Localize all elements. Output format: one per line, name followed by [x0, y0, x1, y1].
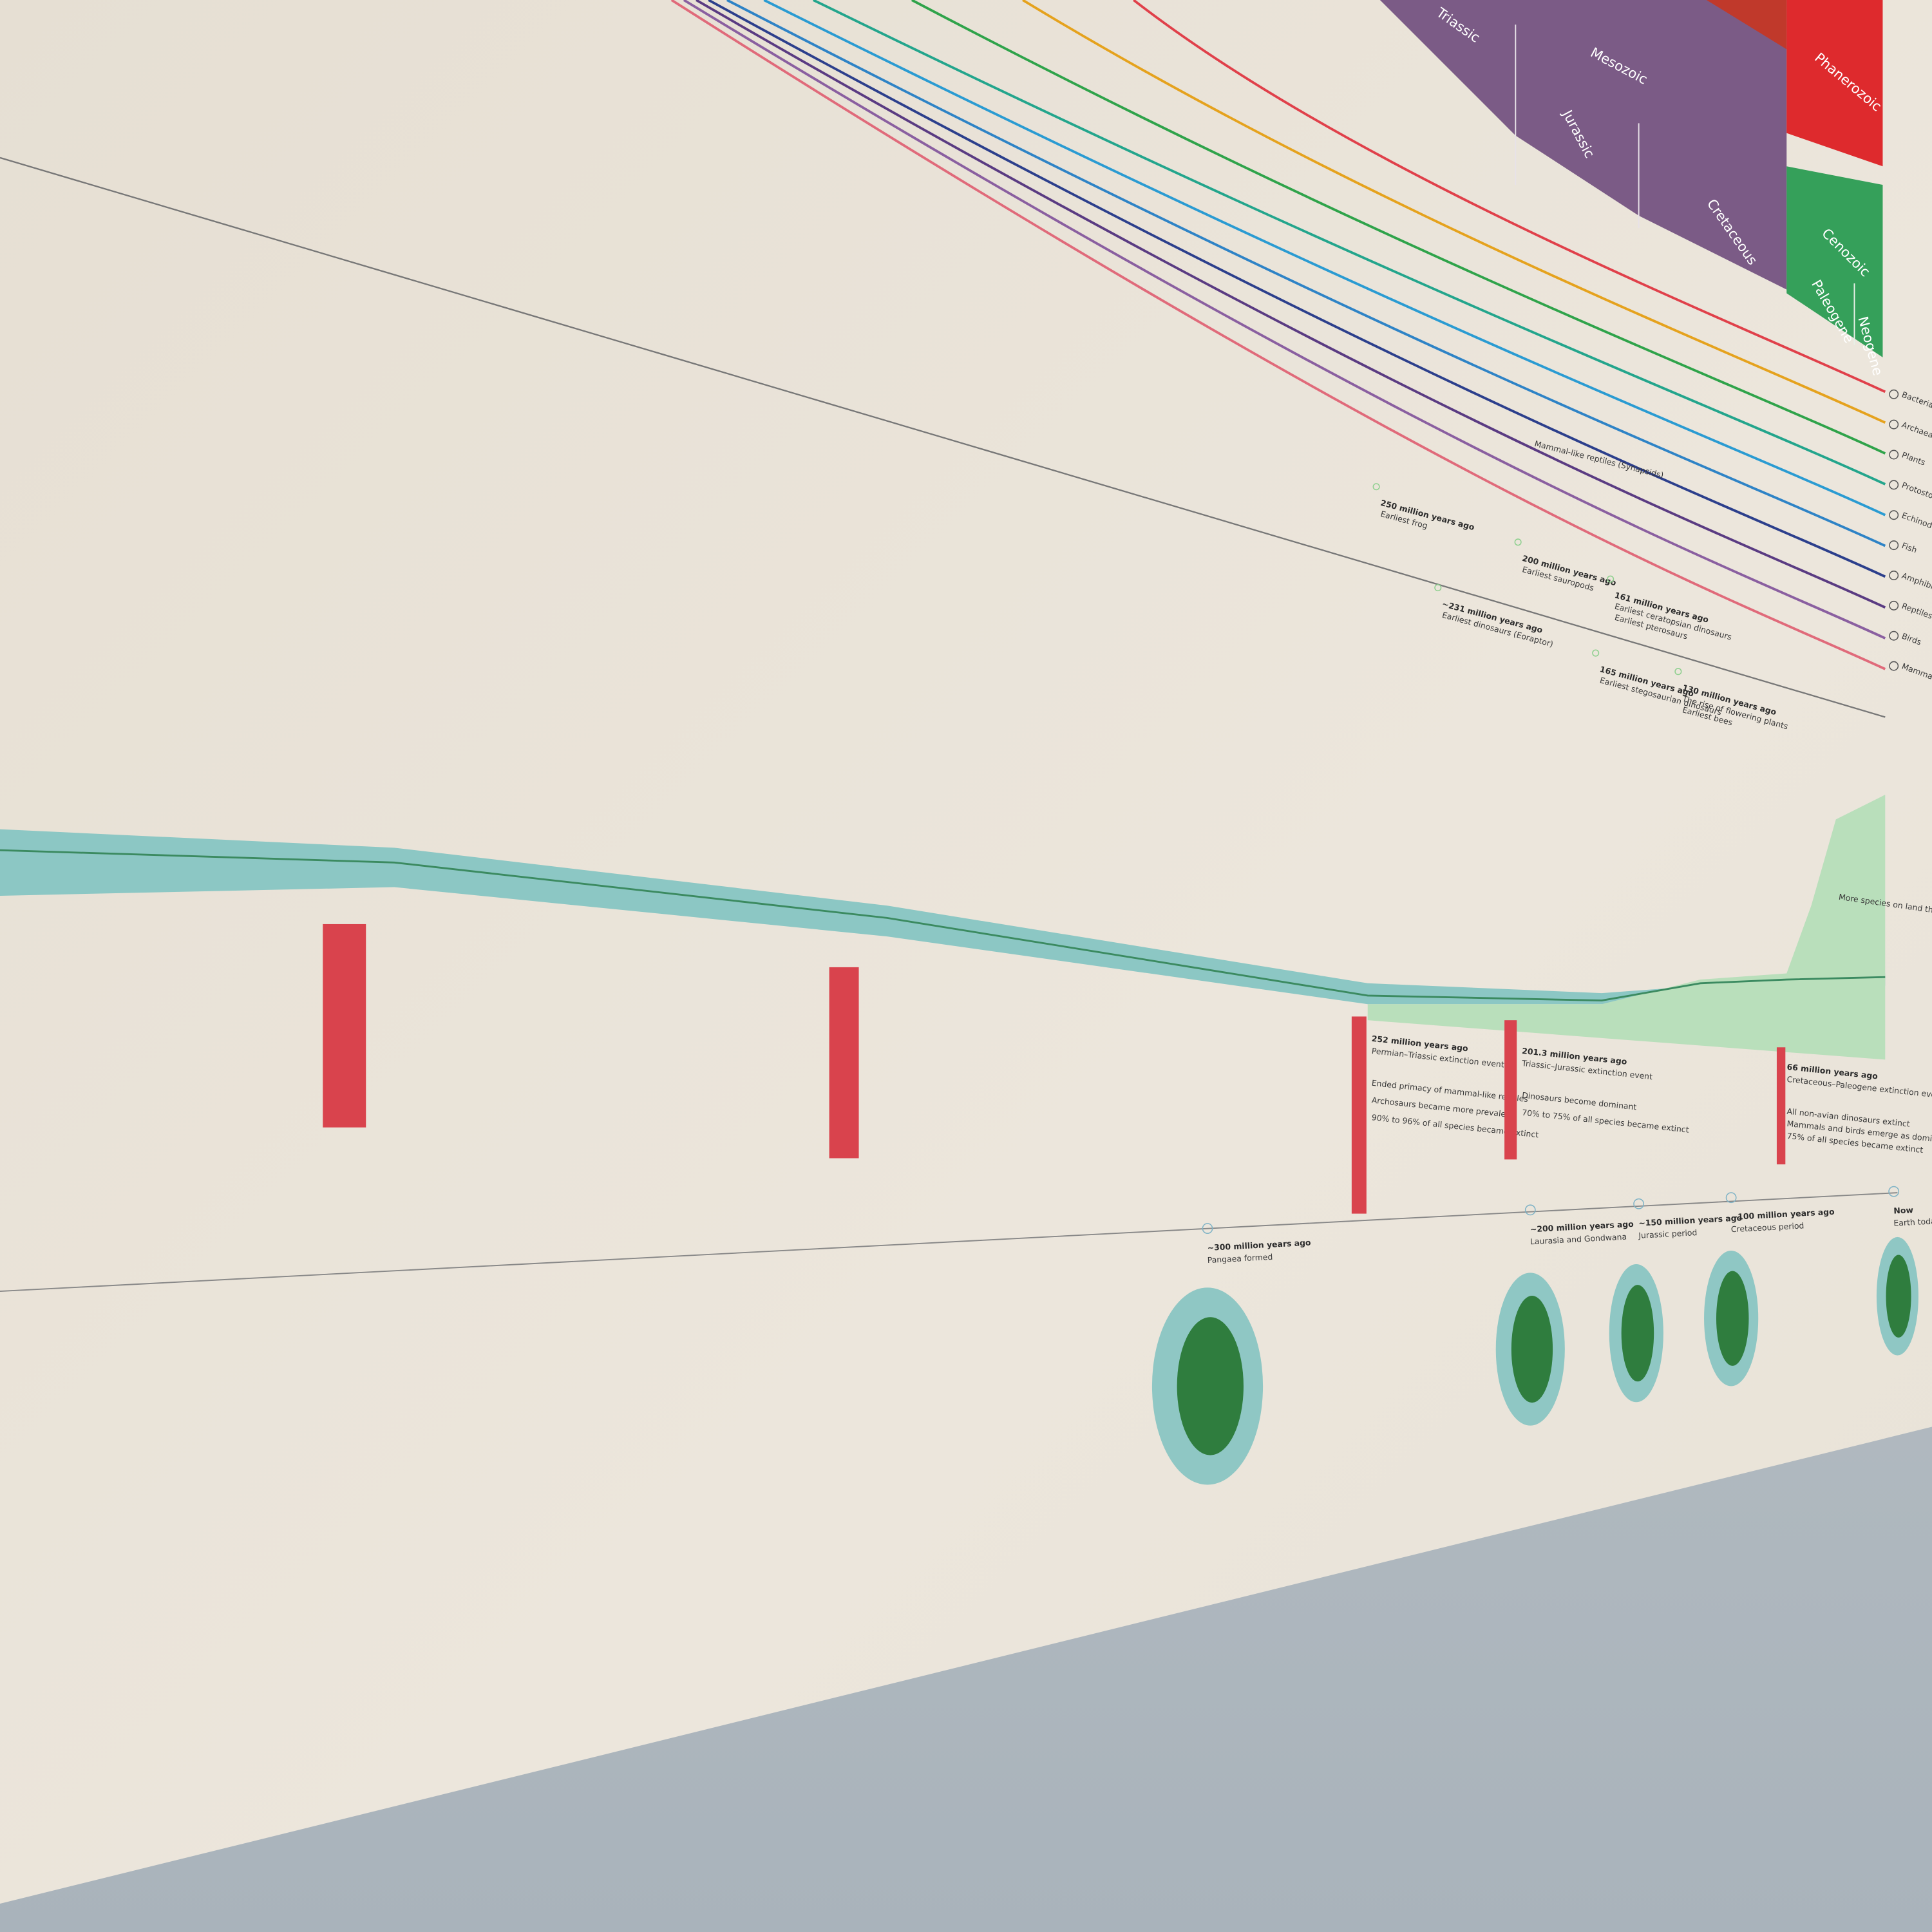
legend-label: Fish: [1900, 540, 1918, 554]
event-dot: [1607, 575, 1615, 583]
divider-line: [0, 156, 1886, 718]
sea-species-area: [0, 829, 1886, 1005]
divider-line: [0, 1192, 1898, 1293]
lineage-curve: [708, 0, 1886, 578]
event-dot: [1434, 584, 1442, 592]
legend-icon: [1889, 661, 1899, 671]
legend-icon: [1889, 389, 1899, 399]
legend-icon: [1889, 419, 1899, 430]
continent-label: Cretaceous period: [1731, 1220, 1804, 1234]
legend-icon: [1889, 630, 1899, 641]
event-dot: [1372, 483, 1380, 491]
extinction-bar: [323, 923, 366, 1128]
continent-label: Earth today: [1893, 1216, 1932, 1228]
continent-label: Pangaea formed: [1207, 1252, 1273, 1265]
lineage-curve: [911, 0, 1886, 455]
mesozoic-band: [1379, 0, 1787, 290]
globe-land: [1886, 1255, 1911, 1338]
legend-icon: [1889, 450, 1899, 460]
globe-land: [1177, 1317, 1244, 1455]
event-dot: [1592, 649, 1600, 657]
legend-icon: [1889, 540, 1899, 551]
lineage-curve: [726, 0, 1886, 547]
extinction-bar: [1351, 1016, 1367, 1214]
legend-icon: [1889, 600, 1899, 611]
globe-land: [1621, 1285, 1654, 1382]
lineage-curve: [812, 0, 1886, 486]
continent-label: Jurassic period: [1638, 1227, 1698, 1240]
lineage-curve: [1022, 0, 1886, 424]
extinction-bar: [829, 967, 859, 1159]
continent-marker: [1888, 1186, 1900, 1197]
lineage-curve: [1133, 0, 1886, 393]
legend-icon: [1889, 571, 1899, 580]
cenozoic-band: [1786, 166, 1883, 357]
continent-marker: [1524, 1204, 1536, 1216]
era-accent: [1706, 0, 1787, 50]
globe-land: [1716, 1271, 1749, 1366]
globe-land: [1511, 1295, 1553, 1403]
biodiversity-line: [0, 849, 1886, 1002]
legend-icon: [1889, 510, 1899, 520]
lineage-curve: [696, 0, 1886, 609]
event-dot: [1674, 668, 1682, 676]
lineage-curve: [763, 0, 1886, 516]
continent-marker: [1202, 1223, 1213, 1234]
event-dot: [1514, 538, 1522, 546]
extinction-bar: [1776, 1047, 1786, 1165]
land-species-area: [1367, 795, 1886, 1060]
lineage-curve: [683, 0, 1886, 639]
continent-date: Now: [1893, 1205, 1914, 1216]
legend-icon: [1889, 480, 1899, 490]
phanerozoic-band: [1786, 0, 1883, 167]
lineage-curves: [670, 0, 1886, 670]
extinction-bar: [1504, 1020, 1517, 1160]
lineage-curve: [670, 0, 1886, 670]
continent-marker: [1725, 1192, 1737, 1204]
continent-marker: [1633, 1198, 1645, 1209]
